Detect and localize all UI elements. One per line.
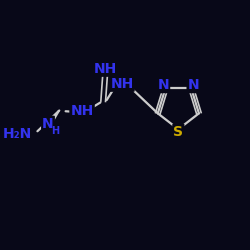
Text: H: H: [51, 126, 59, 136]
Text: S: S: [173, 125, 183, 139]
Text: H₂N: H₂N: [3, 127, 32, 141]
Text: NH: NH: [110, 77, 134, 91]
Text: NH: NH: [94, 62, 117, 76]
Text: NH: NH: [70, 104, 94, 118]
Text: N: N: [188, 78, 199, 92]
Text: N: N: [42, 117, 54, 131]
Text: N: N: [158, 78, 169, 92]
